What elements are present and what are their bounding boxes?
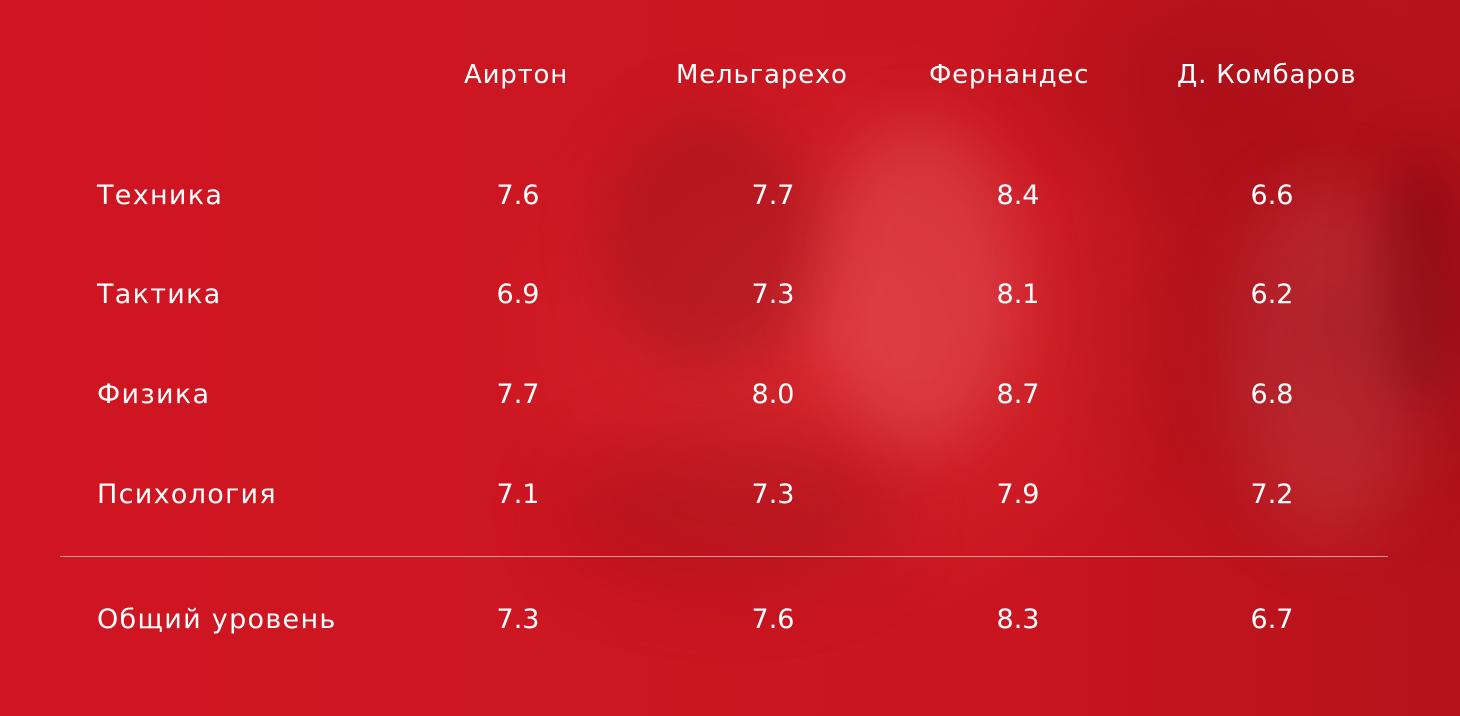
total-rating-cell: 7.6 xyxy=(751,604,795,635)
total-rating-cell: 7.3 xyxy=(496,604,540,635)
column-header-fernandes: Фернандес xyxy=(929,60,1090,90)
rating-cell: 7.1 xyxy=(496,479,540,510)
rating-cell: 7.6 xyxy=(496,180,540,211)
rating-cell: 8.1 xyxy=(996,279,1040,310)
rating-cell: 7.2 xyxy=(1250,479,1294,510)
total-rating-cell: 6.7 xyxy=(1250,604,1294,635)
rating-cell: 7.7 xyxy=(496,379,540,410)
divider xyxy=(60,556,1388,557)
rating-cell: 8.7 xyxy=(996,379,1040,410)
row-label: Физика xyxy=(97,379,211,410)
row-label: Психология xyxy=(97,479,277,510)
rating-cell: 7.3 xyxy=(751,279,795,310)
rating-cell: 7.3 xyxy=(751,479,795,510)
rating-cell: 8.0 xyxy=(751,379,795,410)
rating-cell: 7.7 xyxy=(751,180,795,211)
rating-cell: 6.2 xyxy=(1250,279,1294,310)
column-header-kombarov: Д. Комбаров xyxy=(1177,60,1357,90)
total-rating-cell: 8.3 xyxy=(996,604,1040,635)
row-label: Тактика xyxy=(97,279,222,310)
rating-cell: 6.6 xyxy=(1250,180,1294,211)
rating-cell: 6.8 xyxy=(1250,379,1294,410)
column-header-airton: Аиртон xyxy=(464,60,569,90)
column-header-melgarejo: Мельгарехо xyxy=(676,60,848,90)
rating-cell: 6.9 xyxy=(496,279,540,310)
rating-cell: 8.4 xyxy=(996,180,1040,211)
total-label: Общий уровень xyxy=(97,604,337,635)
rating-cell: 7.9 xyxy=(996,479,1040,510)
row-label: Техника xyxy=(97,180,224,211)
